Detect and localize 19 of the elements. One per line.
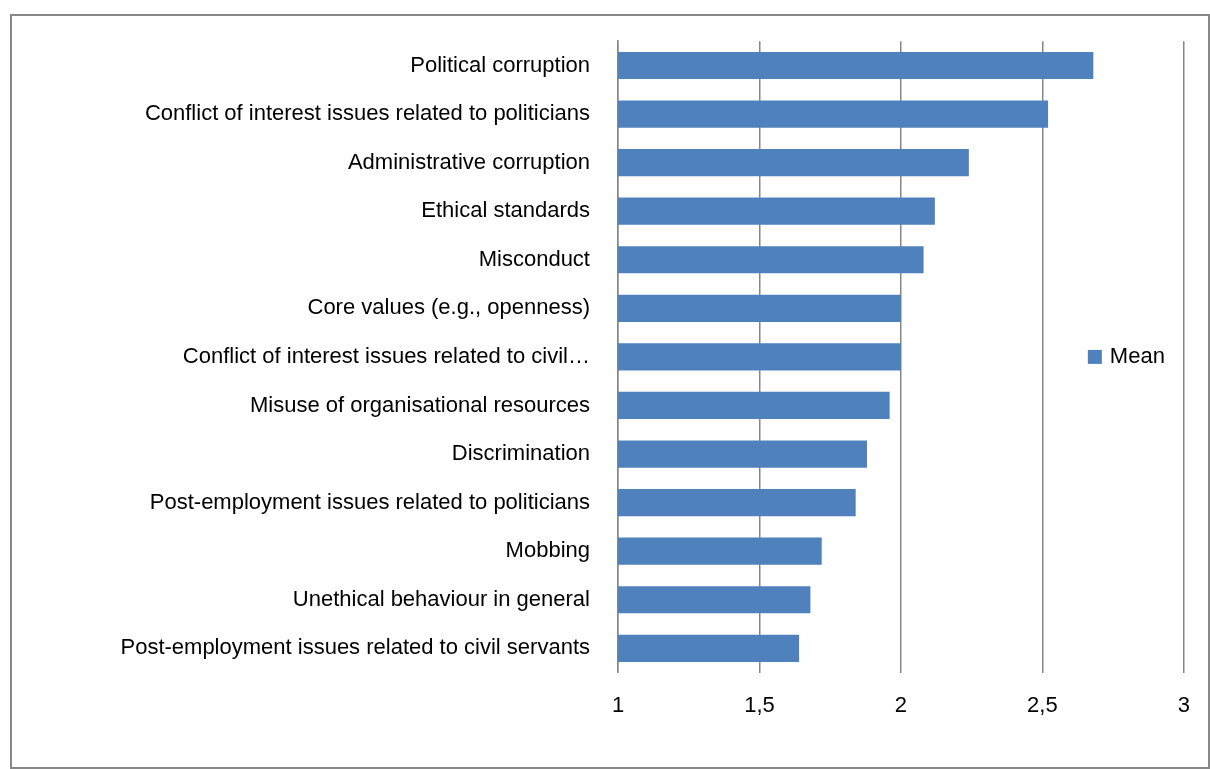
- y-tick-label: Ethical standards: [421, 197, 590, 223]
- x-tick-label: 1: [611, 691, 625, 717]
- x-tick-label: 2: [894, 691, 908, 717]
- legend-label: Mean: [1109, 342, 1165, 368]
- y-tick-label: Political corruption: [410, 51, 590, 77]
- y-tick-label: Mobbing: [505, 537, 590, 563]
- y-tick-label: Unethical behaviour in general: [292, 585, 590, 611]
- y-tick-label: Post-employment issues related to civil servants: [120, 634, 590, 660]
- y-tick-label: Misuse of organisational resources: [250, 391, 590, 417]
- y-tick-label: Discrimination: [451, 440, 590, 466]
- x-tick-label: 1,5: [744, 691, 775, 717]
- x-tick-label: 2,5: [1027, 691, 1058, 717]
- y-tick-label: Conflict of interest issues related to politicians: [144, 100, 590, 126]
- y-tick-label: Administrative corruption: [347, 148, 590, 174]
- y-tick-label: Core values (e.g., openness): [307, 294, 590, 320]
- x-tick-label: 3: [1177, 691, 1191, 717]
- y-tick-label: Post-employment issues related to politicians: [149, 488, 590, 514]
- y-tick-label: Misconduct: [478, 245, 590, 271]
- y-tick-label: Conflict of interest issues related to civil…: [182, 342, 590, 368]
